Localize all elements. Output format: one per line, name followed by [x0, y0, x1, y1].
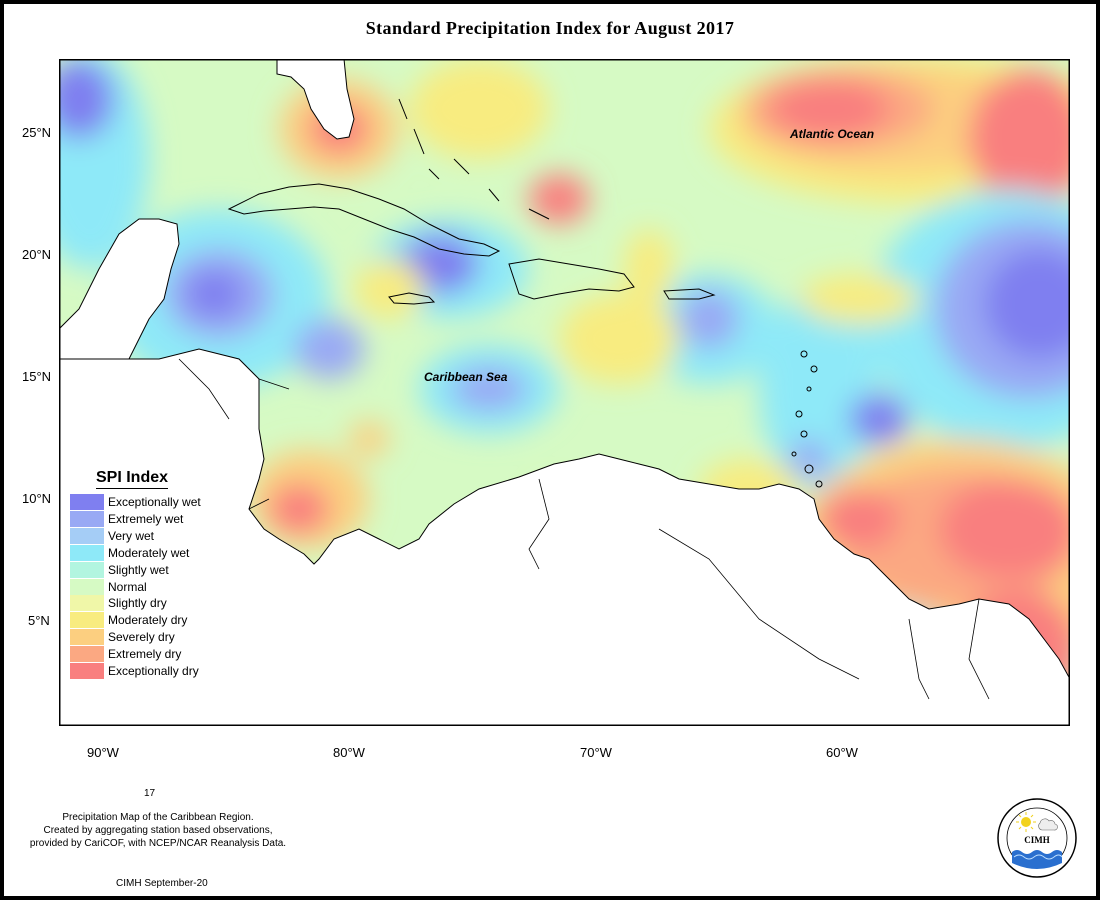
legend-item: Slightly dry [70, 595, 230, 612]
legend-item: Normal [70, 578, 230, 595]
footer-line-3: provided by CariCOF, with NCEP/NCAR Rean… [29, 838, 287, 849]
legend-label: Exceptionally wet [108, 495, 201, 509]
legend-item: Exceptionally dry [70, 663, 230, 679]
cloud-icon [1038, 818, 1058, 831]
lat-tick-10n: 10°N [22, 491, 52, 506]
map-title: Standard Precipitation Index for August … [365, 18, 735, 38]
footer-line-1: Precipitation Map of the Caribbean Regio… [62, 812, 254, 823]
legend-label: Moderately dry [108, 613, 188, 628]
legend-swatch [70, 629, 104, 646]
lon-tick-90w: 90°W [87, 745, 119, 760]
footer-line-2: Created by aggregating station based obs… [43, 825, 273, 836]
legend-swatch [70, 646, 104, 663]
legend-swatch [70, 663, 104, 679]
legend-title: SPI Index [96, 469, 169, 489]
lon-tick-80w: 80°W [333, 745, 365, 760]
legend-item: Extremely wet [70, 510, 230, 527]
legend-swatch [70, 561, 104, 578]
page-number: 17 [144, 788, 156, 799]
legend-label: Extremely wet [108, 511, 184, 526]
legend-label: Exceptionally dry [108, 664, 199, 678]
legend-swatch [70, 595, 104, 612]
legend-swatch [70, 544, 104, 561]
legend-label: Severely dry [108, 630, 175, 645]
legend-item: Very wet [70, 527, 230, 544]
legend-item: Severely dry [70, 629, 230, 646]
lon-tick-70w: 70°W [580, 745, 612, 760]
legend-item: Extremely dry [70, 646, 230, 663]
legend-swatch [70, 527, 104, 544]
legend-label: Slightly dry [108, 596, 167, 611]
cimh-logo: CIMH [997, 798, 1077, 878]
lon-tick-60w: 60°W [826, 745, 858, 760]
lat-tick-20n: 20°N [22, 247, 52, 262]
legend-item: Slightly wet [70, 561, 230, 578]
legend-item: Moderately wet [70, 544, 230, 561]
atlantic-ocean-label: Atlantic Ocean [790, 127, 875, 141]
logo-abbrev: CIMH [1024, 835, 1050, 845]
footer-description: Precipitation Map of the Caribbean Regio… [10, 811, 306, 850]
caribbean-sea-label: Caribbean Sea [424, 370, 508, 384]
footer-credit: CIMH September-20 [116, 878, 208, 889]
legend-swatch [70, 578, 104, 595]
lat-tick-25n: 25°N [22, 125, 52, 140]
legend-label: Very wet [108, 528, 155, 543]
legend-label: Normal [108, 579, 147, 594]
legend-item: Moderately dry [70, 612, 230, 629]
land-masses [59, 59, 1070, 726]
sun-icon [1021, 817, 1031, 827]
legend-label: Extremely dry [108, 647, 182, 662]
spi-map [59, 59, 1070, 726]
legend-swatch [70, 494, 104, 510]
lat-tick-15n: 15°N [22, 369, 52, 384]
legend-label: Slightly wet [108, 562, 169, 577]
legend-label: Moderately wet [108, 545, 190, 560]
legend-item: Exceptionally wet [70, 494, 230, 510]
legend-swatch [70, 510, 104, 527]
legend-swatch [70, 612, 104, 629]
lat-tick-5n: 5°N [28, 613, 50, 628]
